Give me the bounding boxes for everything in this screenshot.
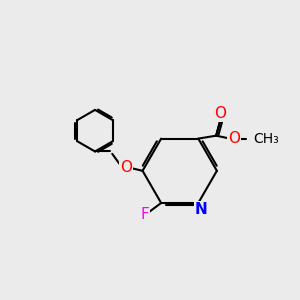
Text: O: O: [120, 160, 132, 175]
Text: O: O: [214, 106, 226, 121]
Text: O: O: [228, 131, 240, 146]
Text: CH₃: CH₃: [253, 132, 279, 145]
Text: F: F: [140, 207, 149, 222]
Text: N: N: [194, 202, 207, 217]
